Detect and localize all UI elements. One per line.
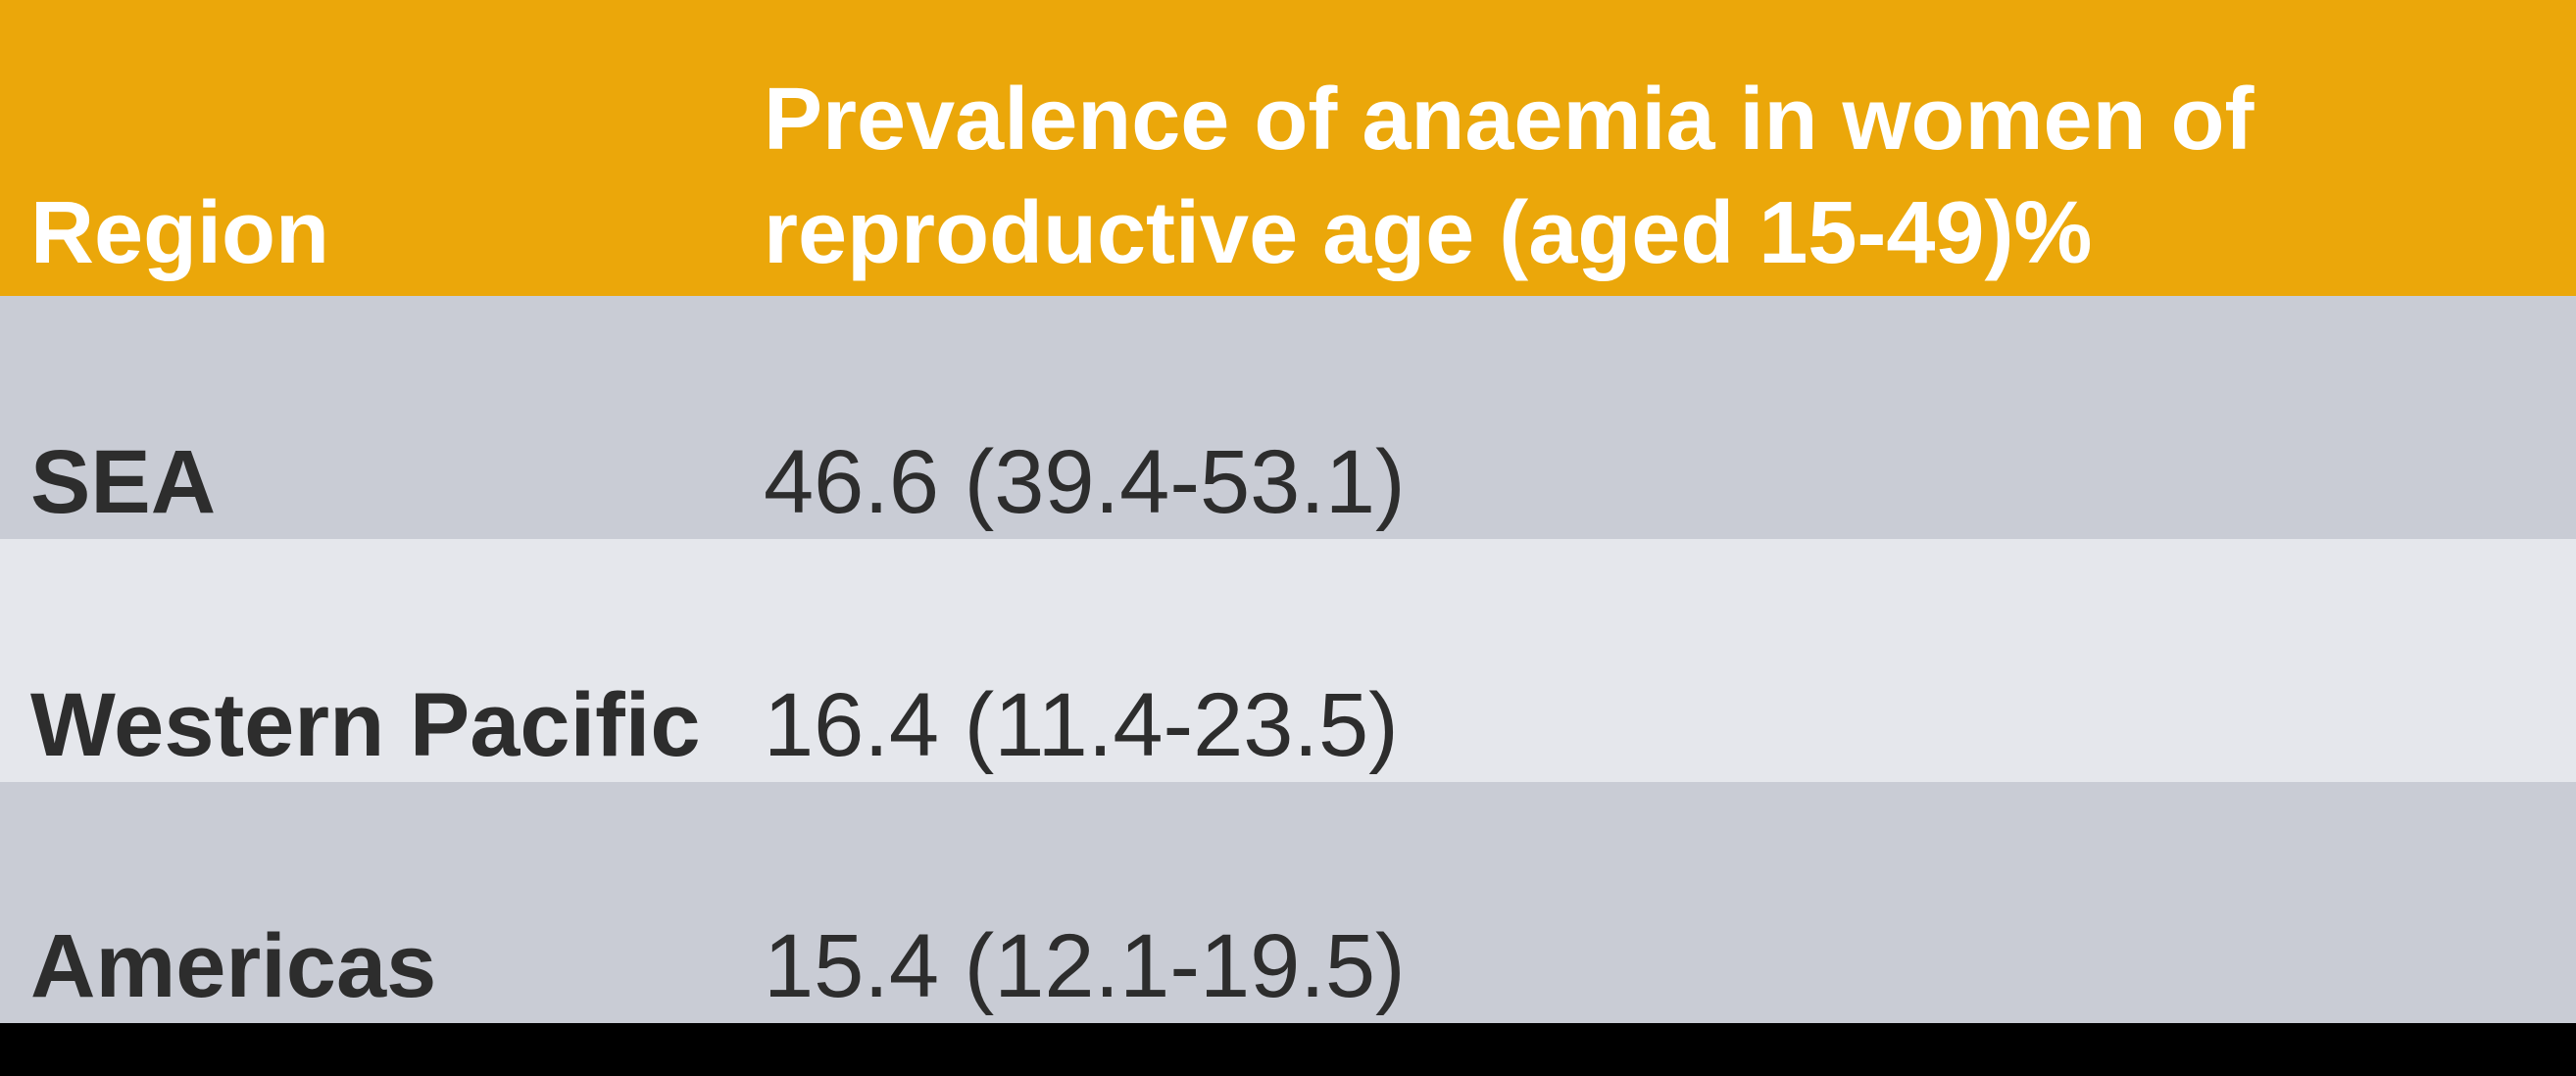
table-header-row: Region Prevalence of anaemia in women of… bbox=[0, 0, 2576, 296]
header-prevalence-line1: Prevalence of anaemia in women of bbox=[764, 71, 2254, 169]
header-prevalence-line2: reproductive age (aged 15-49)% bbox=[764, 184, 2093, 282]
table-row-americas: Americas 15.4 (12.1-19.5) bbox=[0, 782, 2576, 1023]
prevalence-value: 15.4 (12.1-19.5) bbox=[764, 915, 1406, 1016]
region-label: SEA bbox=[30, 431, 217, 532]
region-cell: SEA bbox=[0, 432, 733, 539]
region-cell: Americas bbox=[0, 916, 733, 1023]
prevalence-value: 16.4 (11.4-23.5) bbox=[764, 674, 1399, 775]
region-label: Americas bbox=[30, 915, 437, 1016]
table-row-western-pacific: Western Pacific 16.4 (11.4-23.5) bbox=[0, 539, 2576, 782]
region-cell: Western Pacific bbox=[0, 675, 733, 782]
region-label: Western Pacific bbox=[30, 674, 701, 775]
header-cell-prevalence: Prevalence of anaemia in women of reprod… bbox=[733, 63, 2576, 296]
header-region-label: Region bbox=[30, 184, 329, 282]
bottom-black-bar bbox=[0, 1023, 2576, 1076]
table-row-sea: SEA 46.6 (39.4-53.1) bbox=[0, 296, 2576, 539]
prevalence-value: 46.6 (39.4-53.1) bbox=[764, 431, 1406, 532]
value-cell: 15.4 (12.1-19.5) bbox=[733, 916, 2576, 1023]
header-cell-region: Region bbox=[0, 176, 733, 296]
value-cell: 46.6 (39.4-53.1) bbox=[733, 432, 2576, 539]
value-cell: 16.4 (11.4-23.5) bbox=[733, 675, 2576, 782]
